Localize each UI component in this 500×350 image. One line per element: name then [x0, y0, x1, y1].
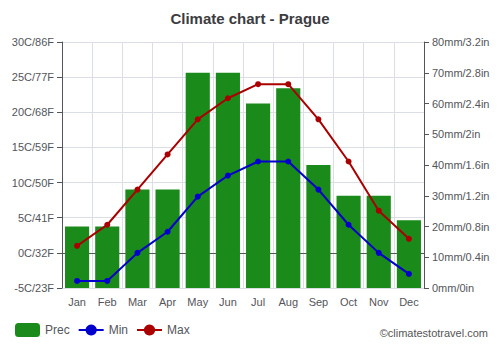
svg-text:Feb: Feb [98, 296, 117, 308]
svg-text:20mm/0.8in: 20mm/0.8in [432, 221, 489, 233]
svg-text:50mm/2in: 50mm/2in [432, 128, 480, 140]
svg-text:Climate chart - Prague: Climate chart - Prague [170, 10, 329, 27]
svg-text:20C/68F: 20C/68F [12, 106, 54, 118]
svg-text:May: May [187, 296, 208, 308]
svg-text:Mar: Mar [128, 296, 147, 308]
svg-text:Prec: Prec [45, 323, 70, 337]
svg-text:40mm/1.6in: 40mm/1.6in [432, 159, 489, 171]
svg-text:10C/50F: 10C/50F [12, 177, 54, 189]
svg-text:Oct: Oct [340, 296, 357, 308]
svg-text:Max: Max [167, 323, 190, 337]
svg-text:Aug: Aug [278, 296, 298, 308]
svg-text:5C/41F: 5C/41F [18, 212, 54, 224]
svg-text:15C/59F: 15C/59F [12, 141, 54, 153]
svg-text:80mm/3.2in: 80mm/3.2in [432, 36, 489, 48]
svg-text:Jul: Jul [251, 296, 265, 308]
svg-text:0mm/0in: 0mm/0in [432, 282, 474, 294]
svg-text:30mm/1.2in: 30mm/1.2in [432, 190, 489, 202]
svg-text:10mm/0.4in: 10mm/0.4in [432, 251, 489, 263]
svg-text:©climatestotravel.com: ©climatestotravel.com [380, 327, 488, 339]
svg-text:Nov: Nov [369, 296, 389, 308]
svg-text:0C/32F: 0C/32F [18, 247, 54, 259]
svg-text:-5C/23F: -5C/23F [14, 282, 54, 294]
svg-text:25C/77F: 25C/77F [12, 71, 54, 83]
svg-text:Jan: Jan [68, 296, 86, 308]
svg-text:70mm/2.8in: 70mm/2.8in [432, 67, 489, 79]
svg-text:60mm/2.4in: 60mm/2.4in [432, 98, 489, 110]
svg-text:Dec: Dec [399, 296, 419, 308]
svg-text:Sep: Sep [309, 296, 329, 308]
svg-text:Min: Min [109, 323, 128, 337]
svg-text:Apr: Apr [159, 296, 176, 308]
svg-text:Jun: Jun [219, 296, 237, 308]
svg-text:30C/86F: 30C/86F [12, 36, 54, 48]
